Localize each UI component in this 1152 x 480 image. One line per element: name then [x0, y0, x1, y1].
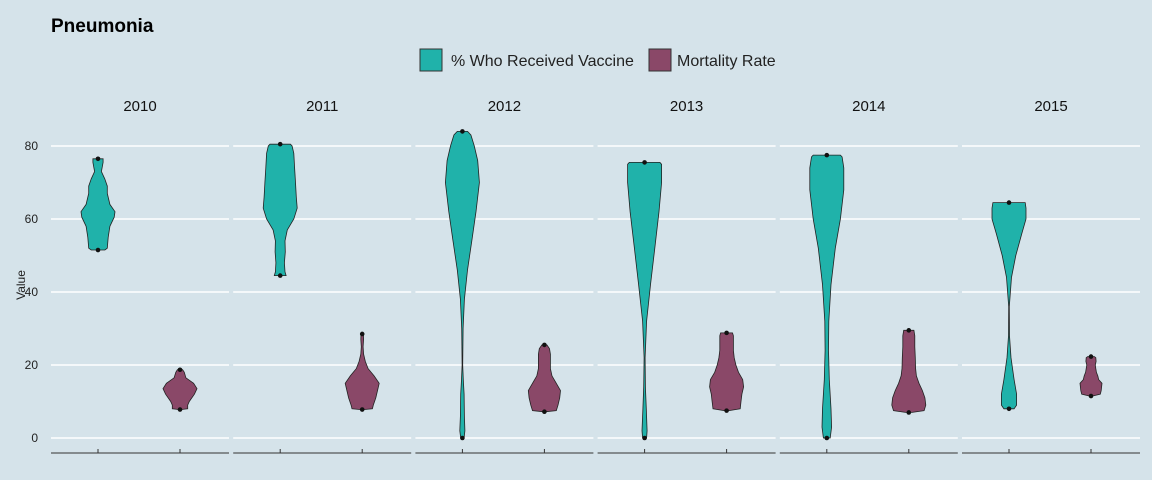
violin-vaccine-2013 [627, 162, 662, 439]
violin-vaccine-2015 [991, 202, 1027, 410]
panel-2013: 2013 [597, 98, 776, 454]
max-point [824, 152, 830, 158]
max-point [1088, 354, 1094, 359]
violin-mortality-2014 [891, 329, 927, 413]
violin-mortality-2010 [162, 369, 198, 410]
min-point [724, 408, 729, 413]
violin-mortality-2011 [344, 333, 380, 410]
max-point [642, 160, 647, 165]
min-point [906, 410, 912, 415]
panel-2010: 2010 [51, 98, 229, 454]
violin-vaccine-2012 [444, 131, 480, 439]
max-point [359, 331, 365, 337]
min-point [824, 435, 830, 441]
y-tick-label-20: 20 [25, 358, 39, 372]
facet-label-2013: 2013 [670, 98, 703, 115]
legend-key-1 [648, 48, 672, 72]
max-point [177, 367, 183, 373]
max-point [460, 129, 465, 134]
violin-vaccine-2014 [809, 154, 845, 439]
y-tick-label-80: 80 [25, 139, 39, 153]
max-point [1006, 200, 1012, 205]
y-axis-title: Value [14, 270, 28, 300]
max-point [277, 141, 283, 147]
max-point [95, 156, 101, 162]
facet-label-2014: 2014 [852, 98, 885, 115]
facet-label-2010: 2010 [123, 98, 156, 115]
max-point [906, 328, 912, 333]
min-point [1088, 393, 1094, 399]
facet-panels: 2010 2011 2012 2013 2014 2015 [51, 98, 1140, 454]
panel-2015: 2015 [962, 98, 1140, 454]
min-point [277, 273, 283, 278]
min-point [177, 407, 183, 412]
chart-title: Pneumonia [51, 16, 154, 37]
violin-mortality-2015 [1079, 356, 1103, 397]
facet-label-2015: 2015 [1034, 98, 1067, 115]
panel-2012: 2012 [415, 98, 594, 454]
violin-vaccine-2010 [80, 158, 116, 251]
y-tick-label-0: 0 [31, 431, 38, 445]
facet-label-2012: 2012 [488, 98, 521, 115]
min-point [642, 435, 647, 441]
panel-2014: 2014 [779, 98, 958, 454]
y-tick-label-40: 40 [25, 285, 39, 299]
violin-vaccine-2011 [262, 143, 298, 276]
min-point [1006, 406, 1012, 412]
y-axis-ticks: 0 20 40 60 80 [25, 139, 39, 445]
max-point [542, 342, 547, 348]
y-tick-label-60: 60 [25, 212, 39, 226]
violin-mortality-2012 [527, 344, 561, 413]
max-point [724, 330, 729, 336]
min-point [95, 247, 101, 253]
legend-label-1: Mortality Rate [677, 53, 776, 70]
legend-key-0 [419, 48, 443, 72]
violin-mortality-2013 [709, 332, 745, 411]
min-point [542, 409, 547, 415]
legend-label-0: % Who Received Vaccine [451, 53, 634, 70]
min-point [359, 407, 365, 412]
facet-label-2011: 2011 [306, 98, 338, 115]
legend: % Who Received Vaccine Mortality Rate [419, 48, 776, 72]
panel-2011: 2011 [233, 98, 412, 454]
min-point [460, 435, 465, 441]
